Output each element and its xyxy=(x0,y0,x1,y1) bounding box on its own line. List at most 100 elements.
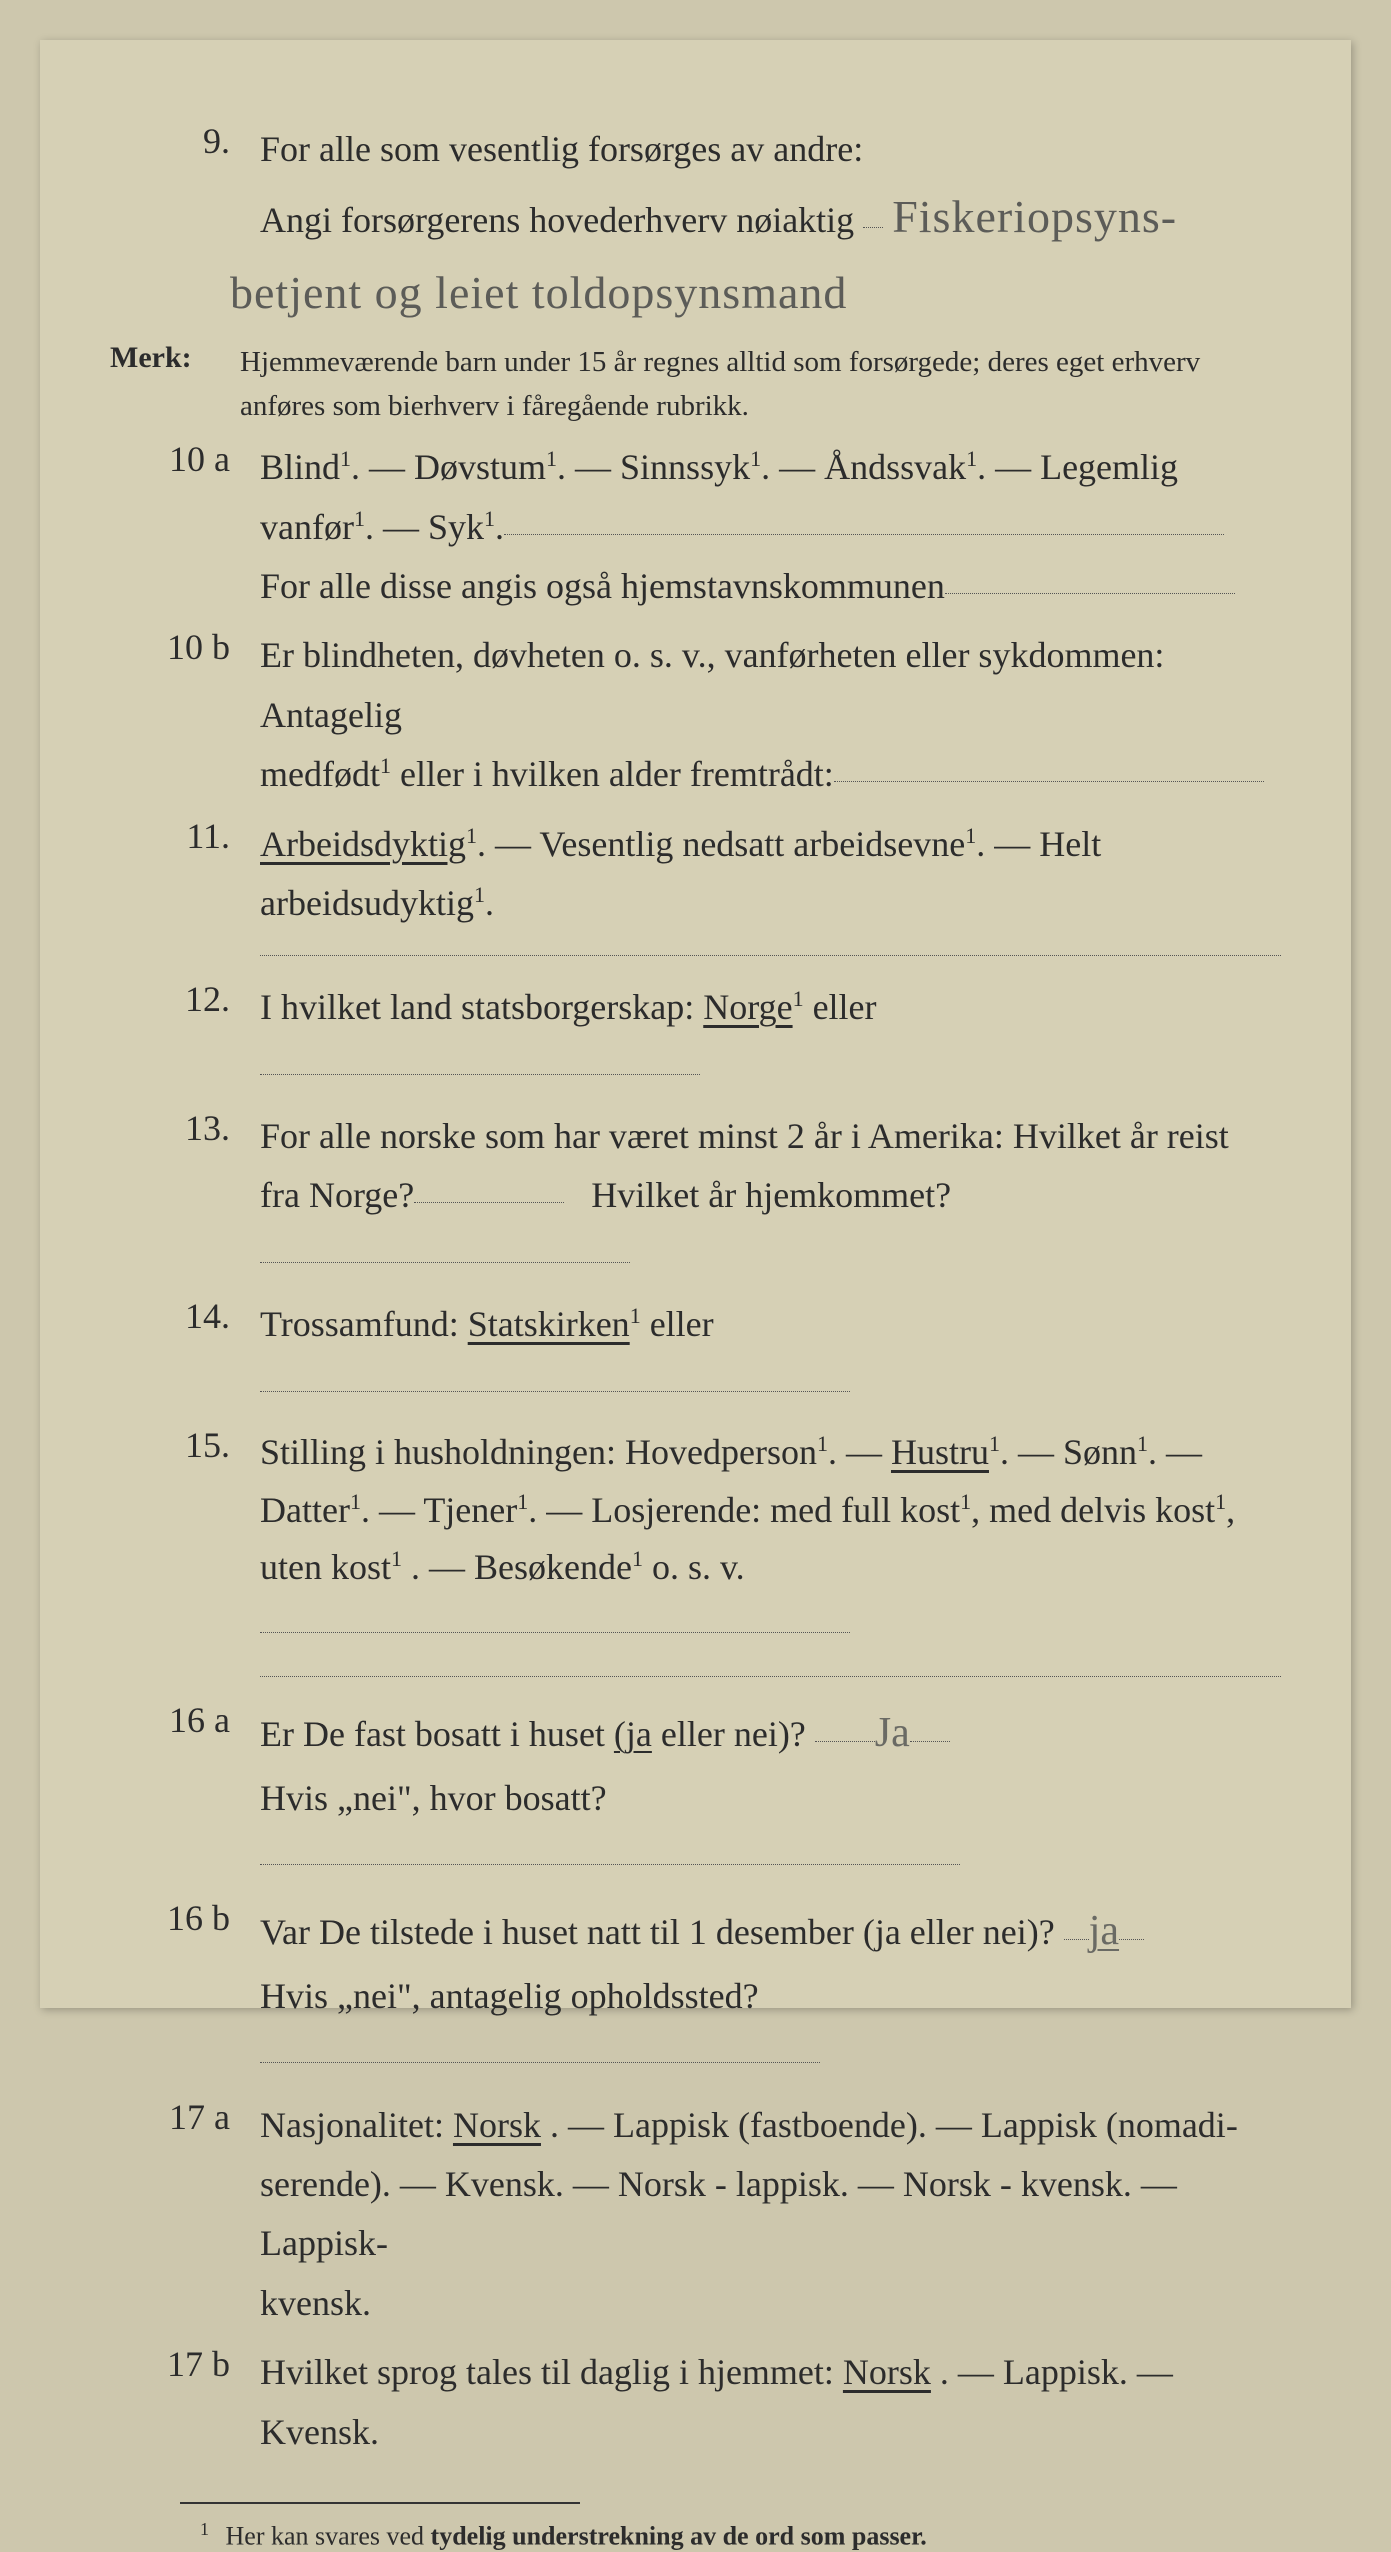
q16b-b: Hvis „nei", antagelig opholdssted? xyxy=(260,1976,759,2016)
fill-line xyxy=(260,1864,960,1865)
q17a-rest2: serende). — Kvensk. — Norsk - lappisk. —… xyxy=(260,2164,1177,2263)
q13-c: Hvilket år hjemkommet? xyxy=(591,1175,951,1215)
q16a-num: 16 a xyxy=(110,1699,260,1741)
q9-line1: For alle som vesentlig forsørges av andr… xyxy=(260,129,863,169)
q9-body: For alle som vesentlig forsørges av andr… xyxy=(260,120,1281,331)
sup: 1 xyxy=(474,882,485,907)
q17a-num: 17 a xyxy=(110,2096,260,2138)
footnote-sup: 1 xyxy=(200,2519,209,2539)
q13-num: 13. xyxy=(110,1107,260,1149)
q17a-body: Nasjonalitet: Norsk . — Lappisk (fastboe… xyxy=(260,2096,1281,2334)
sup: 1 xyxy=(793,986,804,1011)
q15-num: 15. xyxy=(110,1424,260,1466)
q16a-ja: (ja xyxy=(614,1714,652,1754)
q14-num: 14. xyxy=(110,1295,260,1337)
q11: 11. Arbeidsdyktig1. — Vesentlig nedsatt … xyxy=(110,815,1281,934)
q16a: 16 a Er De fast bosatt i huset (ja eller… xyxy=(110,1699,1281,1887)
sup: 1 xyxy=(546,446,557,471)
q17b-a: Hvilket sprog tales til daglig i hjemmet… xyxy=(260,2352,843,2392)
sep: . — xyxy=(761,447,824,487)
merk-text: Hjemmeværende barn under 15 år regnes al… xyxy=(240,341,1281,428)
q10a-body: Blind1. — Døvstum1. — Sinnssyk1. — Åndss… xyxy=(260,438,1281,616)
q11-a: Arbeidsdyktig xyxy=(260,824,466,864)
q16a-body: Er De fast bosatt i huset (ja eller nei)… xyxy=(260,1699,1281,1887)
q16b-hand: ja xyxy=(1089,1908,1119,1954)
q12-a: I hvilket land statsborgerskap: xyxy=(260,987,703,1027)
q15-besok: . — Besøkende xyxy=(411,1547,632,1587)
q12-num: 12. xyxy=(110,978,260,1020)
fill-line xyxy=(260,1074,700,1075)
q10a-dov: Døvstum xyxy=(414,447,546,487)
q15-sonn: Sønn xyxy=(1063,1432,1137,1472)
footnote-rule xyxy=(180,2502,580,2504)
q10a-num: 10 a xyxy=(110,438,260,480)
q17a-rest1: . — Lappisk (fastboende). — Lappisk (nom… xyxy=(550,2105,1238,2145)
fill-line xyxy=(945,593,1235,594)
sup: 1 xyxy=(1215,1489,1226,1514)
q12-body: I hvilket land statsborgerskap: Norge1 e… xyxy=(260,978,1281,1097)
sep: . — xyxy=(557,447,620,487)
fill-line xyxy=(504,534,1224,535)
sup: 1 xyxy=(517,1489,528,1514)
q15-uten: uten kost xyxy=(260,1547,391,1587)
sep: . — xyxy=(1000,1432,1063,1472)
q15-hustru: Hustru xyxy=(891,1432,989,1472)
q16a-c: eller nei)? xyxy=(661,1714,806,1754)
q16a-hand: Ja xyxy=(875,1710,910,1756)
sup: 1 xyxy=(817,1431,828,1456)
q17a: 17 a Nasjonalitet: Norsk . — Lappisk (fa… xyxy=(110,2096,1281,2334)
q13-body: For alle norske som har været minst 2 år… xyxy=(260,1107,1281,1285)
q9-hand2: betjent og leiet toldopsynsmand xyxy=(230,267,847,318)
q11-b: Vesentlig nedsatt arbeidsevne xyxy=(539,824,965,864)
sup: 1 xyxy=(960,1489,971,1514)
q9: 9. For alle som vesentlig forsørges av a… xyxy=(110,120,1281,331)
q11-body: Arbeidsdyktig1. — Vesentlig nedsatt arbe… xyxy=(260,815,1281,934)
q10a-and: Åndssvak xyxy=(824,447,966,487)
footnote: 1 Her kan svares ved tydelig understrekn… xyxy=(200,2519,1281,2552)
q16b: 16 b Var De tilstede i huset natt til 1 … xyxy=(110,1897,1281,2085)
census-form-page: 9. For alle som vesentlig forsørges av a… xyxy=(40,40,1351,2008)
q14-stats: Statskirken xyxy=(468,1304,630,1344)
sep: . — xyxy=(351,447,414,487)
q14-a: Trossamfund: xyxy=(260,1304,468,1344)
sep: . — xyxy=(365,507,428,547)
q10a-sinn: Sinnssyk xyxy=(620,447,750,487)
q10a: 10 a Blind1. — Døvstum1. — Sinnssyk1. — … xyxy=(110,438,1281,616)
footnote-bold: tydelig understrekning av de ord som pas… xyxy=(431,2522,927,2551)
q16a-d: Hvis „nei", hvor bosatt? xyxy=(260,1778,607,1818)
sup: 1 xyxy=(632,1546,643,1571)
q15-delvis: , med delvis kost xyxy=(971,1490,1215,1530)
q10b-body: Er blindheten, døvheten o. s. v., vanfør… xyxy=(260,626,1281,804)
q17a-norsk: Norsk xyxy=(453,2105,541,2145)
q17b-num: 17 b xyxy=(110,2343,260,2385)
q16a-a: Er De fast bosatt i huset xyxy=(260,1714,614,1754)
footnote-text: Her kan svares ved xyxy=(226,2522,431,2551)
fill-line xyxy=(414,1202,564,1203)
q17b-body: Hvilket sprog tales til daglig i hjemmet… xyxy=(260,2343,1281,2462)
q9-hand1: Fiskeriopsyns- xyxy=(892,191,1177,242)
q16b-a: Var De tilstede i huset natt til 1 desem… xyxy=(260,1912,1055,1952)
sup: 1 xyxy=(340,446,351,471)
q15: 15. Stilling i husholdningen: Hovedperso… xyxy=(110,1424,1281,1654)
sep: . — xyxy=(361,1490,423,1530)
q10a-blind: Blind xyxy=(260,447,340,487)
q10b-text1: Er blindheten, døvheten o. s. v., vanfør… xyxy=(260,635,1164,734)
sup: 1 xyxy=(630,1303,641,1328)
sup: 1 xyxy=(466,823,477,848)
q10a-van: vanfør xyxy=(260,507,354,547)
q10a-syk: Syk xyxy=(428,507,484,547)
sup: 1 xyxy=(989,1431,1000,1456)
q13-a: For alle norske som har været minst 2 år… xyxy=(260,1116,1229,1156)
q15-body: Stilling i husholdningen: Hovedperson1. … xyxy=(260,1424,1281,1654)
sup: 1 xyxy=(350,1489,361,1514)
q14: 14. Trossamfund: Statskirken1 eller xyxy=(110,1295,1281,1414)
sup: 1 xyxy=(380,753,391,778)
q12-norge: Norge xyxy=(703,987,792,1027)
q17a-rest3: kvensk. xyxy=(260,2283,371,2323)
q16b-body: Var De tilstede i huset natt til 1 desem… xyxy=(260,1897,1281,2085)
q10b: 10 b Er blindheten, døvheten o. s. v., v… xyxy=(110,626,1281,804)
q10b-text2b: eller i hvilken alder fremtrådt: xyxy=(400,754,834,794)
q15-a: Stilling i husholdningen: Hovedperson xyxy=(260,1432,817,1472)
q10b-text2a: medfødt xyxy=(260,754,380,794)
sup: 1 xyxy=(484,506,495,531)
